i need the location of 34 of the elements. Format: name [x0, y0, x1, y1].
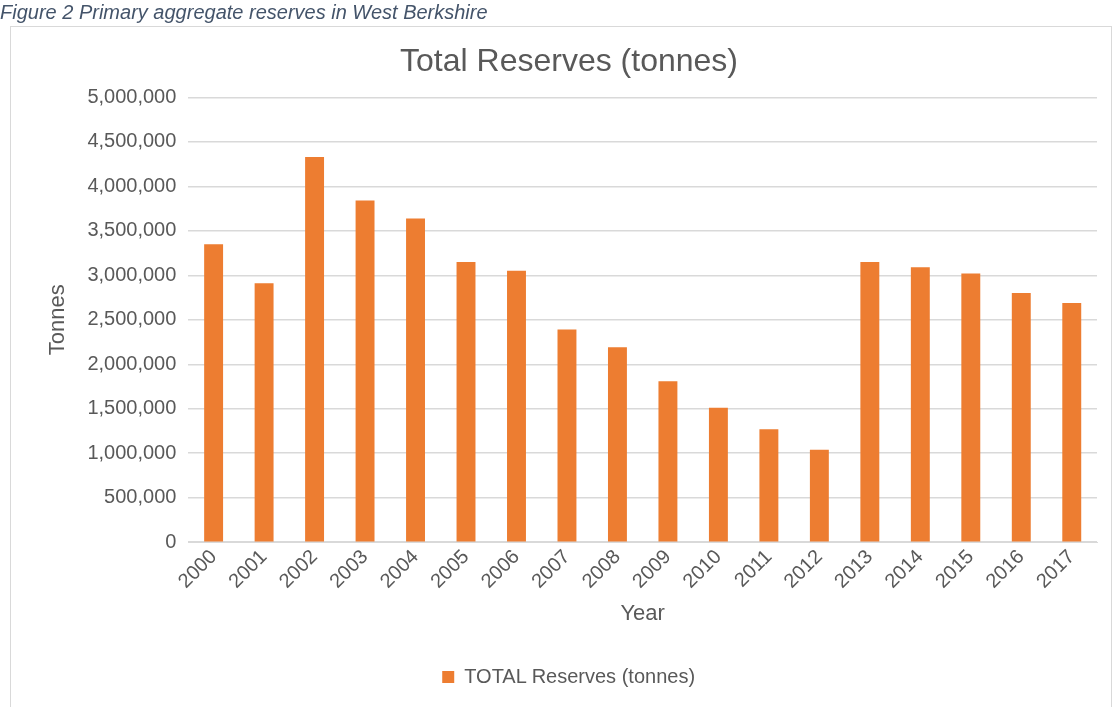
y-tick-label: 2,500,000	[87, 307, 177, 330]
bar	[456, 261, 476, 542]
bar	[759, 429, 779, 542]
y-tick-label: 500,000	[104, 485, 177, 508]
bar	[305, 157, 325, 542]
y-tick-label: 5,000,000	[87, 84, 177, 107]
y-tick-label: 3,000,000	[87, 262, 177, 285]
bar	[355, 200, 375, 542]
y-tick-label: 1,000,000	[87, 440, 177, 463]
bar	[658, 381, 678, 542]
y-tick-label: 2,000,000	[87, 351, 177, 374]
y-axis-title: Tonnes	[44, 284, 70, 356]
bar	[860, 261, 880, 542]
x-axis-title: Year	[620, 599, 665, 625]
bar	[557, 329, 577, 542]
y-tick-label: 1,500,000	[87, 396, 177, 419]
bar	[708, 407, 728, 542]
bar	[254, 283, 274, 542]
bar	[507, 270, 526, 542]
bar	[910, 267, 930, 542]
bar	[406, 218, 425, 542]
y-tick-label: 4,000,000	[87, 173, 177, 196]
bar	[607, 347, 627, 542]
y-tick-label: 0	[165, 529, 177, 552]
chart-title: Total Reserves (tonnes)	[400, 42, 738, 79]
bar	[1011, 293, 1031, 542]
bar	[961, 273, 981, 542]
y-tick-label: 3,500,000	[87, 218, 177, 241]
bar	[809, 449, 829, 542]
caption: Figure 2 Primary aggregate reserves in West Berkshire	[0, 0, 488, 24]
bar	[204, 244, 224, 542]
bar	[1062, 302, 1082, 542]
y-tick-label: 4,500,000	[87, 129, 177, 152]
legend-label: TOTAL Reserves (tonnes)	[464, 664, 696, 687]
